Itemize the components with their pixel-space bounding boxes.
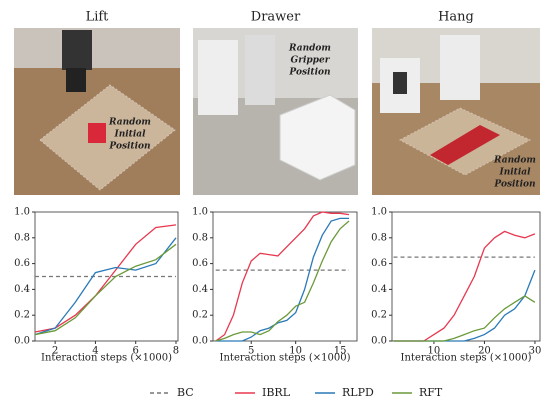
photo-annotation: Position — [493, 180, 535, 190]
y-tick-label: 1.0 — [371, 207, 387, 218]
x-tick-label: 10 — [289, 346, 302, 357]
photo-annotation: Position — [288, 68, 330, 78]
x-axis-label: Interaction steps (×1000) — [401, 353, 532, 364]
plot-frame — [212, 211, 358, 342]
legend-label: IBRL — [262, 386, 291, 399]
y-tick-label: 0.6 — [371, 258, 387, 269]
x-tick-label: 10 — [428, 346, 441, 357]
x-tick-label: 4 — [92, 346, 98, 357]
photo-hang — [372, 28, 540, 195]
y-tick-label: 0.8 — [371, 232, 387, 243]
panel-title: Drawer — [251, 10, 301, 25]
y-tick-label: 0.0 — [14, 336, 30, 347]
legend-label: RLPD — [342, 386, 374, 399]
photo-lift — [14, 28, 180, 195]
series-line — [215, 211, 350, 342]
photo-annotation: Random — [288, 44, 331, 54]
y-tick-label: 0.2 — [14, 310, 30, 321]
x-tick-label: 5 — [248, 346, 254, 357]
legend-label: RFT — [419, 386, 443, 399]
photo-annotation: Random — [493, 156, 536, 166]
y-tick-label: 1.0 — [192, 207, 208, 218]
plot-frame — [391, 211, 541, 342]
x-tick-label: 20 — [478, 346, 491, 357]
series-line — [34, 243, 177, 336]
y-tick-label: 1.0 — [14, 207, 30, 218]
photo-annotation: Initial — [499, 168, 532, 178]
photo-annotation: Initial — [114, 130, 147, 140]
series-line — [393, 269, 536, 342]
y-tick-label: 0.6 — [14, 258, 30, 269]
x-tick-label: 15 — [334, 346, 347, 357]
y-tick-label: 0.0 — [192, 336, 208, 347]
y-tick-label: 0.2 — [192, 310, 208, 321]
panel-title: Lift — [86, 10, 110, 25]
x-tick-label: 8 — [173, 346, 179, 357]
photo-annotation: Position — [108, 142, 150, 152]
series-line — [34, 224, 177, 333]
series-line — [215, 217, 349, 342]
y-tick-label: 0.0 — [371, 336, 387, 347]
photo-annotation: Gripper — [291, 56, 331, 66]
y-tick-label: 0.4 — [14, 284, 30, 295]
y-tick-label: 0.4 — [371, 284, 387, 295]
y-tick-label: 0.8 — [14, 232, 30, 243]
y-tick-label: 0.2 — [371, 310, 387, 321]
panel-title: Hang — [438, 10, 474, 25]
x-tick-label: 2 — [52, 346, 58, 357]
series-line — [34, 237, 177, 336]
x-axis-label: Interaction steps (×1000) — [220, 353, 351, 364]
y-tick-label: 0.8 — [192, 232, 208, 243]
legend-label: BC — [177, 386, 194, 399]
photo-drawer — [193, 28, 358, 195]
series-line — [393, 230, 536, 342]
y-tick-label: 0.6 — [192, 258, 208, 269]
x-axis-label: Interaction steps (×1000) — [41, 353, 172, 364]
photo-annotation: Random — [108, 118, 151, 128]
x-tick-label: 30 — [529, 346, 542, 357]
y-tick-label: 0.4 — [192, 284, 208, 295]
series-line — [393, 295, 536, 342]
series-line — [215, 220, 350, 342]
x-tick-label: 6 — [133, 346, 139, 357]
